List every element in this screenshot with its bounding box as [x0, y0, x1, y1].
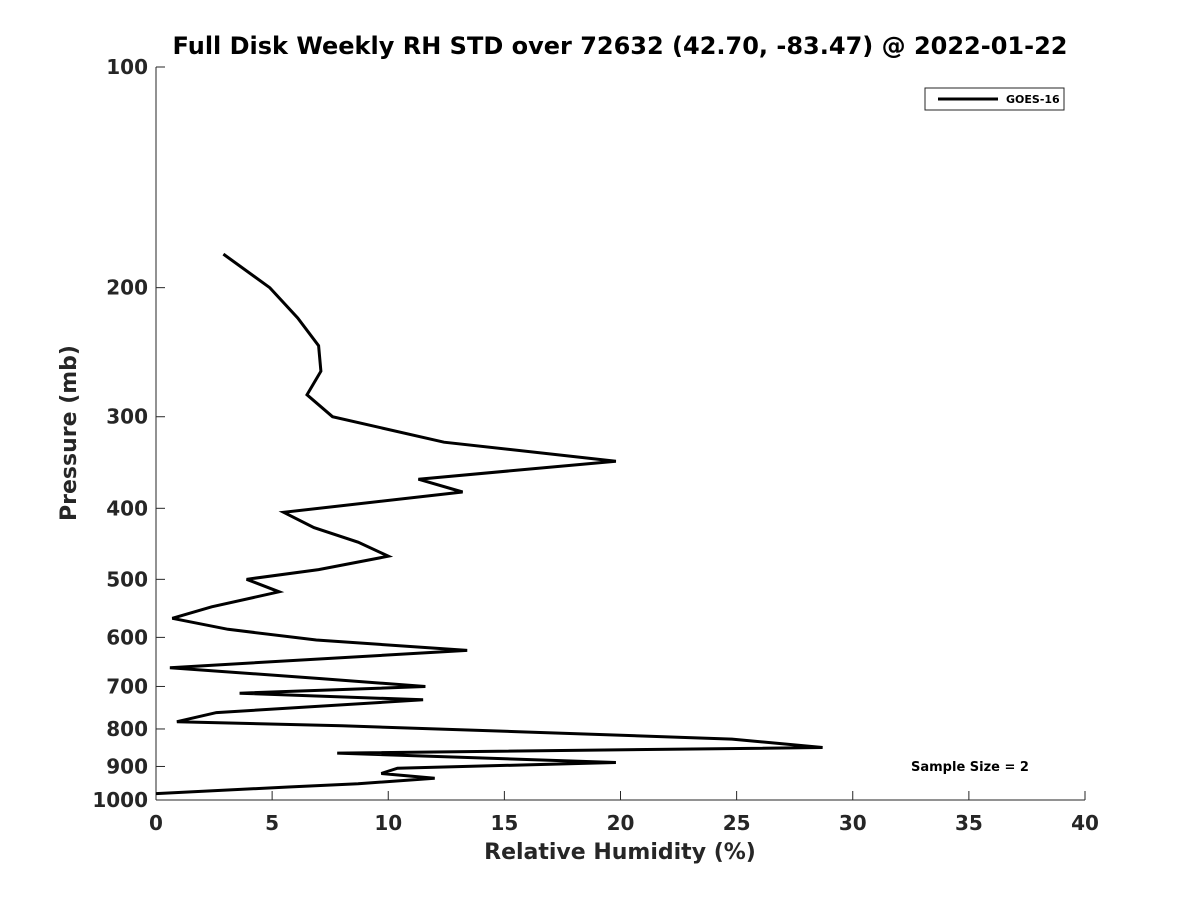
x-tick-label: 5 [265, 811, 279, 835]
y-tick-label: 300 [106, 405, 148, 429]
x-tick-label: 25 [723, 811, 751, 835]
x-axis-label: Relative Humidity (%) [484, 840, 756, 865]
x-tick-label: 10 [374, 811, 402, 835]
y-tick-label: 900 [106, 754, 148, 778]
legend-label-goes-16: GOES-16 [1006, 93, 1060, 106]
y-axis-label: Pressure (mb) [57, 345, 82, 521]
sample-size-annotation: Sample Size = 2 [911, 760, 1029, 775]
y-tick-label: 800 [106, 717, 148, 741]
legend: GOES-16 [924, 87, 1065, 111]
x-tick-label: 0 [149, 811, 163, 835]
series-line-goes-16 [155, 252, 823, 796]
y-tick-label: 400 [106, 496, 148, 520]
y-tick-label: 500 [106, 567, 148, 591]
series-layer [155, 252, 823, 796]
y-tick-label: 600 [106, 625, 148, 649]
x-tick-label: 20 [607, 811, 635, 835]
x-tick-label: 35 [955, 811, 983, 835]
chart-title: Full Disk Weekly RH STD over 72632 (42.7… [173, 32, 1068, 60]
x-tick-label: 40 [1071, 811, 1099, 835]
y-tick-label: 200 [106, 276, 148, 300]
y-ticks: 100 200 300 400 500 600 700 800 900 1000 [92, 55, 165, 812]
x-tick-label: 30 [839, 811, 867, 835]
y-tick-label: 1000 [92, 788, 148, 812]
x-ticks: 0 5 10 15 20 25 30 35 40 [149, 791, 1099, 835]
x-tick-label: 15 [490, 811, 518, 835]
y-tick-label: 700 [106, 674, 148, 698]
y-tick-label: 100 [106, 55, 148, 79]
